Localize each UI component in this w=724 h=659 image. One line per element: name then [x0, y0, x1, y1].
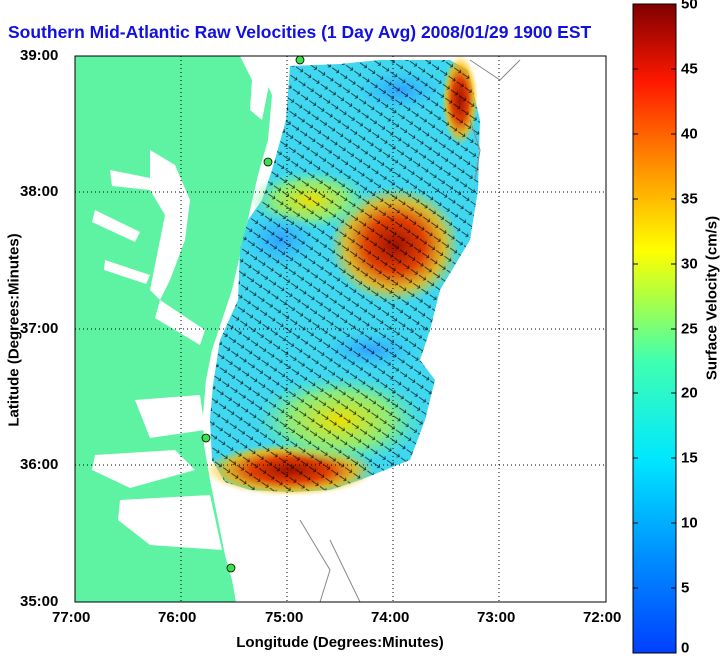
colorbar: [632, 3, 677, 654]
colorbar-ticks: [633, 68, 676, 589]
map-title: Southern Mid-Atlantic Raw Velocities (1 …: [8, 22, 592, 42]
y-tick-label: 39:00: [20, 47, 59, 64]
x-tick-label: 76:00: [158, 609, 197, 626]
radar-station-marker: [263, 157, 273, 167]
x-tick-label: 77:00: [52, 609, 91, 626]
y-tick-label: 36:00: [20, 456, 59, 473]
colorbar-tick-label: 25: [681, 320, 698, 338]
colorbar-tick-label: 0: [681, 639, 690, 657]
x-tick-label: 74:00: [371, 609, 410, 626]
y-tick-label: 37:00: [20, 320, 59, 337]
colorbar-tick-label: 45: [681, 60, 698, 78]
colorbar-tick-label: 30: [681, 255, 698, 273]
x-axis-label: Longitude (Degrees:Minutes): [236, 634, 444, 651]
radar-station-marker: [226, 563, 236, 573]
colorbar-tick-label: 5: [681, 579, 690, 597]
colorbar-tick-label: 10: [681, 514, 698, 532]
colorbar-label: Surface Velocity (cm/s): [703, 215, 721, 381]
map-grid: [75, 56, 606, 602]
x-tick-label: 72:00: [583, 609, 622, 626]
x-tick-label: 73:00: [477, 609, 516, 626]
radar-station-marker: [201, 433, 211, 443]
plot-frame: [74, 55, 607, 603]
x-tick-label: 75:00: [265, 609, 304, 626]
colorbar-tick-label: 20: [681, 384, 698, 402]
colorbar-tick-label: 40: [681, 125, 698, 143]
colorbar-tick-label: 50: [681, 0, 698, 13]
y-tick-label: 35:00: [20, 593, 59, 610]
radar-station-marker: [295, 56, 305, 65]
colorbar-tick-label: 15: [681, 449, 698, 467]
colorbar-tick-label: 35: [681, 190, 698, 208]
y-tick-label: 38:00: [20, 183, 59, 200]
